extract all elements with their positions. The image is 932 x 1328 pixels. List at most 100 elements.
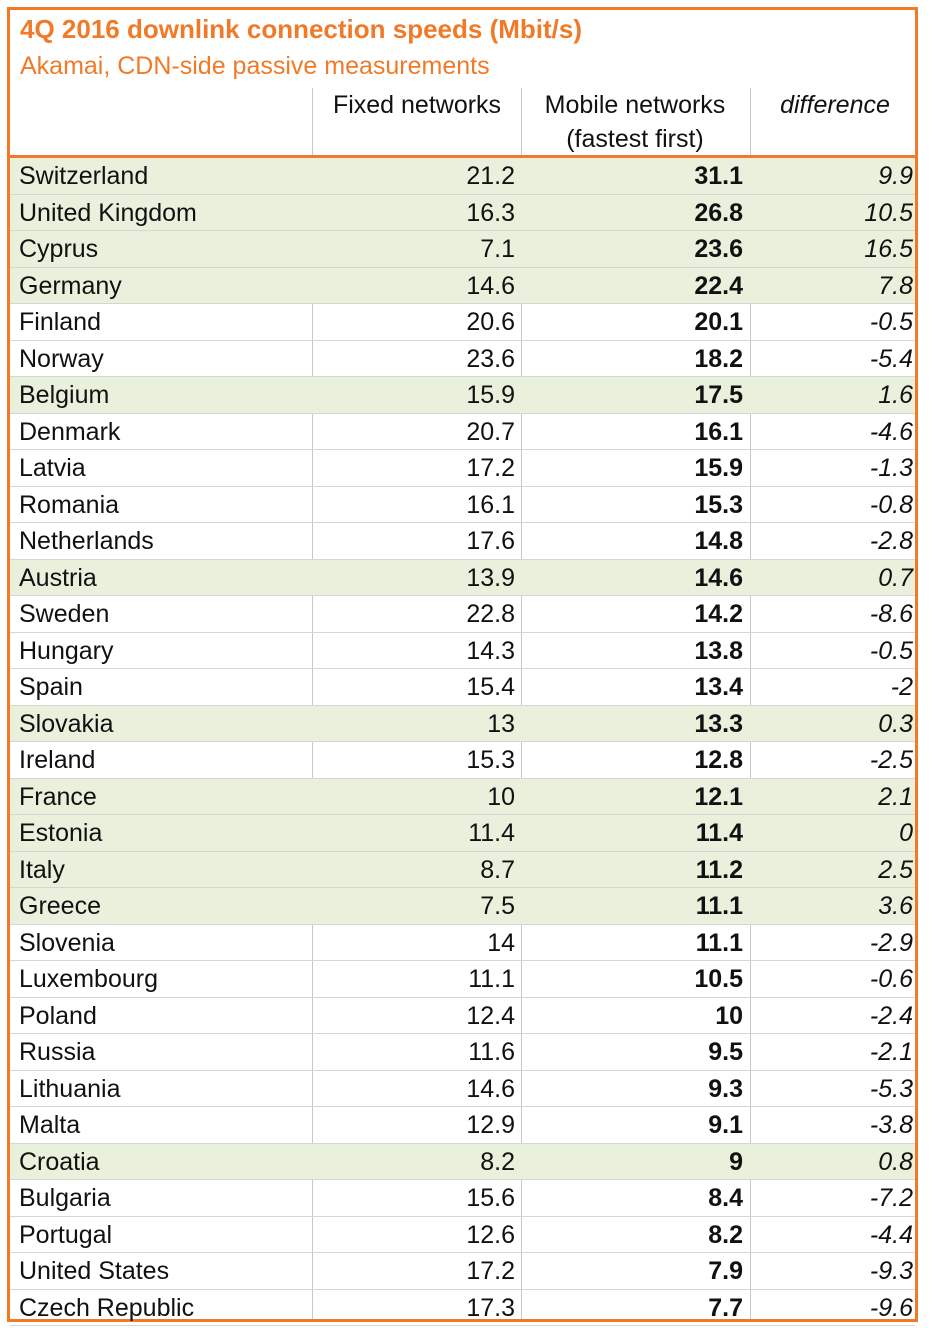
country-cell: Romania <box>19 490 120 519</box>
fixed-speed-cell: 14 <box>487 928 515 957</box>
fixed-speed-cell: 15.4 <box>466 673 515 701</box>
fixed-speed-cell: 16.1 <box>466 490 515 519</box>
fixed-speed-cell: 11.6 <box>468 1038 515 1066</box>
country-cell: Spain <box>19 673 83 701</box>
fixed-speed-cell: 17.3 <box>466 1293 515 1322</box>
difference-cell: -2.4 <box>869 1001 913 1030</box>
country-cell: Denmark <box>19 417 121 446</box>
country-cell: Czech Republic <box>19 1293 195 1322</box>
mobile-speed-cell: 14.2 <box>694 600 743 628</box>
country-cell: Latvia <box>19 454 86 482</box>
mobile-speed-cell: 23.6 <box>694 235 743 263</box>
mobile-speed-cell: 10 <box>715 1001 743 1030</box>
fixed-speed-cell: 11.4 <box>468 819 515 847</box>
table-row: Germany 14.6 22.4 7.8 <box>10 267 915 304</box>
country-cell: Germany <box>19 271 122 300</box>
difference-cell: 2.5 <box>878 855 913 884</box>
difference-cell: -2.9 <box>869 928 913 957</box>
fixed-speed-cell: 13.9 <box>466 563 515 592</box>
mobile-speed-cell: 12.1 <box>694 782 743 811</box>
fixed-speed-cell: 15.3 <box>466 746 515 774</box>
difference-cell: -4.6 <box>869 417 913 446</box>
difference-cell: 9.9 <box>878 162 913 190</box>
country-cell: Netherlands <box>19 527 154 555</box>
difference-cell: -7.2 <box>869 1184 913 1212</box>
mobile-speed-cell: 20.1 <box>694 308 743 336</box>
country-cell: United States <box>19 1257 170 1285</box>
country-cell: Estonia <box>19 819 103 847</box>
mobile-speed-cell: 9 <box>729 1147 743 1176</box>
mobile-speed-cell: 11.2 <box>695 855 743 884</box>
difference-cell: 7.8 <box>878 271 913 300</box>
fixed-speed-cell: 8.7 <box>480 855 515 884</box>
fixed-speed-cell: 7.1 <box>480 235 515 263</box>
difference-cell: -4.4 <box>869 1220 913 1249</box>
mobile-speed-cell: 22.4 <box>694 271 743 300</box>
country-cell: Russia <box>19 1038 96 1066</box>
fixed-speed-cell: 12.6 <box>466 1220 515 1249</box>
country-cell: Greece <box>19 892 101 920</box>
table-row: United States 17.2 7.9 -9.3 <box>10 1253 915 1290</box>
mobile-speed-cell: 9.3 <box>708 1074 743 1103</box>
table-row: Ireland 15.3 12.8 -2.5 <box>10 742 915 779</box>
country-cell: Poland <box>19 1001 97 1030</box>
mobile-speed-cell: 18.2 <box>694 344 743 373</box>
country-cell: Italy <box>19 855 65 884</box>
mobile-speed-cell: 7.9 <box>708 1257 743 1285</box>
difference-cell: -9.3 <box>869 1257 913 1285</box>
table-row: France 10 12.1 2.1 <box>10 778 915 815</box>
table-row: Luxembourg 11.1 10.5 -0.6 <box>10 961 915 998</box>
difference-cell: 0.8 <box>878 1147 913 1176</box>
table-row: Slovenia 14 11.1 -2.9 <box>10 925 915 961</box>
mobile-speed-cell: 12.8 <box>694 746 743 774</box>
mobile-speed-cell: 31.1 <box>694 162 743 190</box>
difference-cell: -0.5 <box>869 308 913 336</box>
fixed-speed-cell: 17.2 <box>466 1257 515 1285</box>
column-divider-difference <box>750 88 751 1319</box>
column-header-difference: difference <box>780 91 890 119</box>
table-row: Norway 23.6 18.2 -5.4 <box>10 341 915 377</box>
country-cell: Luxembourg <box>19 965 158 993</box>
fixed-speed-cell: 8.2 <box>480 1147 515 1176</box>
difference-cell: -2 <box>890 673 913 701</box>
fixed-speed-cell: 14.3 <box>466 636 515 665</box>
table-row: Finland 20.6 20.1 -0.5 <box>10 304 915 341</box>
country-cell: Slovenia <box>19 928 115 957</box>
country-cell: Portugal <box>19 1220 113 1249</box>
fixed-speed-cell: 20.6 <box>466 308 515 336</box>
difference-cell: -5.4 <box>869 344 913 373</box>
table-row: Malta 12.9 9.1 -3.8 <box>10 1107 915 1144</box>
mobile-speed-cell: 16.1 <box>694 417 743 446</box>
difference-cell: -2.1 <box>869 1038 913 1066</box>
mobile-speed-cell: 7.7 <box>708 1293 743 1322</box>
difference-cell: 0.3 <box>878 709 913 738</box>
table-row: Portugal 12.6 8.2 -4.4 <box>10 1217 915 1253</box>
fixed-speed-cell: 21.2 <box>466 162 515 190</box>
mobile-speed-cell: 11.1 <box>695 892 743 920</box>
table-row: Cyprus 7.1 23.6 16.5 <box>10 231 915 268</box>
table-row: Lithuania 14.6 9.3 -5.3 <box>10 1071 915 1107</box>
difference-cell: 0 <box>899 819 913 847</box>
country-cell: Belgium <box>19 381 110 409</box>
fixed-speed-cell: 22.8 <box>466 600 515 628</box>
country-cell: Slovakia <box>19 709 114 738</box>
table-row: Belgium 15.9 17.5 1.6 <box>10 377 915 414</box>
country-cell: United Kingdom <box>19 198 197 227</box>
difference-cell: -2.8 <box>869 527 913 555</box>
country-cell: Croatia <box>19 1147 100 1176</box>
difference-cell: 0.7 <box>878 563 913 592</box>
mobile-speed-cell: 11.4 <box>695 819 743 847</box>
column-divider-fixed <box>312 88 313 1319</box>
fixed-speed-cell: 17.2 <box>466 454 515 482</box>
table-row: Denmark 20.7 16.1 -4.6 <box>10 414 915 450</box>
fixed-speed-cell: 7.5 <box>480 892 515 920</box>
mobile-speed-cell: 15.3 <box>694 490 743 519</box>
fixed-speed-cell: 12.9 <box>466 1111 515 1139</box>
mobile-speed-cell: 9.5 <box>708 1038 743 1066</box>
table-row: Croatia 8.2 9 0.8 <box>10 1143 915 1180</box>
column-divider-mobile <box>521 88 522 1319</box>
country-cell: Bulgaria <box>19 1184 111 1212</box>
country-cell: Austria <box>19 563 97 592</box>
table-row: Estonia 11.4 11.4 0 <box>10 815 915 852</box>
fixed-speed-cell: 15.9 <box>466 381 515 409</box>
